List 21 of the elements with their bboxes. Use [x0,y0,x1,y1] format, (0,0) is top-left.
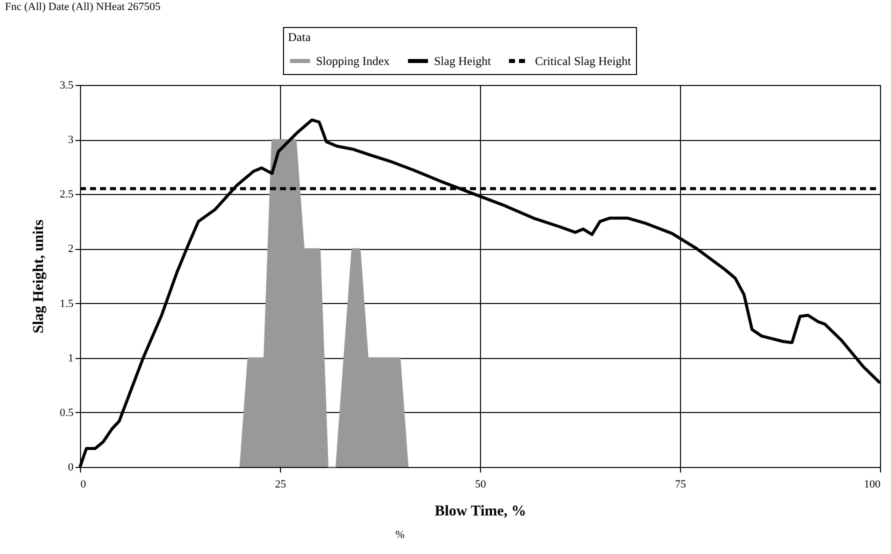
legend-label: Slag Height [434,54,492,68]
text: % [395,529,405,541]
legend-label: Slopping Index [316,54,390,68]
legend-label: Critical Slag Height [535,54,632,68]
x-tick-label: 50 [475,478,486,490]
x-tick-label: 100 [864,478,881,490]
y-tick-label: 0 [68,462,74,474]
x-tick-label: 25 [275,478,286,490]
y-tick-label: 3.5 [60,80,74,92]
x-axis-title: Blow Time, % [434,504,526,520]
y-tick-label: 1 [68,352,74,364]
x-tick-label: 75 [675,478,686,490]
y-tick-label: 0.5 [60,406,74,419]
y-tick-label: 2 [68,243,74,256]
y-tick-label: 3 [68,134,74,146]
y-tick-label: 2.5 [60,188,74,201]
x-tick-label: 0 [80,478,86,490]
legend-title: Data [288,30,312,44]
y-axis-title: Slag Height, units [30,219,47,334]
text: Fnc (All) Date (All) NHeat 267505 [5,1,161,13]
y-tick-label: 1.5 [60,298,74,310]
